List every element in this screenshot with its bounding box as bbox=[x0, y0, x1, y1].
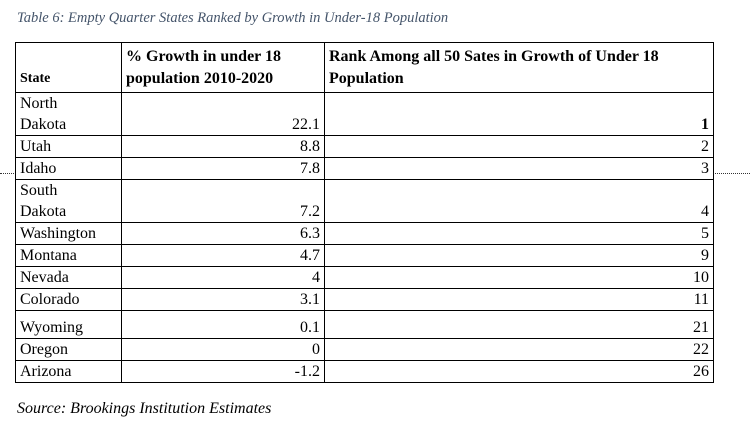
cell-state: Arizona bbox=[15, 360, 122, 383]
table-row: Utah 8.8 2 bbox=[15, 135, 714, 158]
table-row: South Dakota 7.2 4 bbox=[15, 179, 714, 223]
cell-growth: 4 bbox=[121, 266, 325, 289]
cell-rank: 5 bbox=[324, 222, 714, 245]
cell-state: Montana bbox=[15, 244, 122, 267]
cell-state: Utah bbox=[15, 135, 122, 158]
cell-growth: 22.1 bbox=[121, 92, 325, 136]
table-row: Washington 6.3 5 bbox=[15, 222, 714, 245]
growth-table: State % Growth in under 18 population 20… bbox=[15, 42, 714, 383]
cell-state: Wyoming bbox=[15, 310, 122, 339]
cell-growth: 4.7 bbox=[121, 244, 325, 267]
dotted-divider-right bbox=[713, 173, 750, 174]
cell-state: Oregon bbox=[15, 338, 122, 361]
cell-rank: 1 bbox=[324, 92, 714, 136]
header-growth: % Growth in under 18 population 2010-202… bbox=[121, 42, 325, 93]
state-name: North Dakota bbox=[20, 95, 67, 133]
table-row: Idaho 7.8 3 bbox=[15, 157, 714, 180]
table-header-row: State % Growth in under 18 population 20… bbox=[15, 42, 714, 93]
cell-growth: 3.1 bbox=[121, 288, 325, 311]
cell-state: Nevada bbox=[15, 266, 122, 289]
cell-rank: 26 bbox=[324, 360, 714, 383]
cell-growth: -1.2 bbox=[121, 360, 325, 383]
table-row: Oregon 0 22 bbox=[15, 338, 714, 361]
table-row: Arizona -1.2 26 bbox=[15, 360, 714, 383]
header-state: State bbox=[15, 42, 122, 93]
source-note: Source: Brookings Institution Estimates bbox=[17, 400, 272, 417]
table-row: Wyoming 0.1 21 bbox=[15, 310, 714, 339]
cell-rank: 10 bbox=[324, 266, 714, 289]
cell-rank: 3 bbox=[324, 157, 714, 180]
cell-rank: 22 bbox=[324, 338, 714, 361]
cell-rank: 9 bbox=[324, 244, 714, 267]
cell-state: Washington bbox=[15, 222, 122, 245]
cell-growth: 7.2 bbox=[121, 179, 325, 223]
cell-rank: 2 bbox=[324, 135, 714, 158]
cell-growth: 8.8 bbox=[121, 135, 325, 158]
cell-rank: 11 bbox=[324, 288, 714, 311]
cell-growth: 6.3 bbox=[121, 222, 325, 245]
cell-state: Idaho bbox=[15, 157, 122, 180]
table-row: North Dakota 22.1 1 bbox=[15, 92, 714, 136]
table-caption: Table 6: Empty Quarter States Ranked by … bbox=[17, 10, 449, 26]
table-row: Colorado 3.1 11 bbox=[15, 288, 714, 311]
cell-state: North Dakota bbox=[15, 92, 122, 136]
cell-rank: 4 bbox=[324, 179, 714, 223]
state-name: South Dakota bbox=[20, 182, 67, 220]
cell-growth: 0.1 bbox=[121, 310, 325, 339]
cell-growth: 7.8 bbox=[121, 157, 325, 180]
cell-growth: 0 bbox=[121, 338, 325, 361]
cell-rank: 21 bbox=[324, 310, 714, 339]
header-rank: Rank Among all 50 Sates in Growth of Und… bbox=[324, 42, 714, 93]
dotted-divider-left bbox=[0, 173, 16, 174]
table-row: Montana 4.7 9 bbox=[15, 244, 714, 267]
cell-state: Colorado bbox=[15, 288, 122, 311]
cell-state: South Dakota bbox=[15, 179, 122, 223]
table-row: Nevada 4 10 bbox=[15, 266, 714, 289]
